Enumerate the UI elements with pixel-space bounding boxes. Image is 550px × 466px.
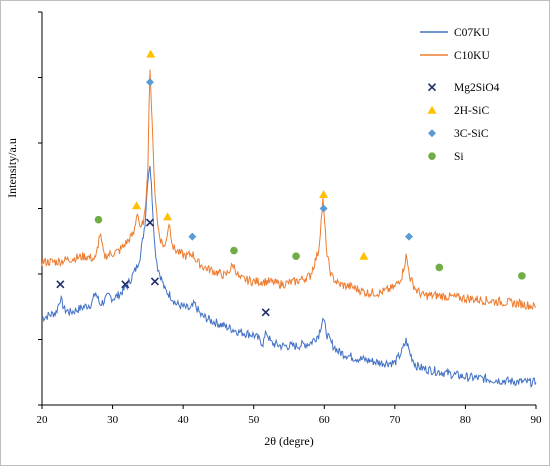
legend-swatch-mg2sio4 [427,83,437,92]
legend-label-si: Si [454,151,464,163]
series-line-c10ku [41,69,537,310]
y-axis-ticks [38,11,42,406]
marker-3c-sic [319,204,328,213]
x-tick-label: 90 [531,414,543,426]
legend-swatch-3c-sic [428,129,436,138]
marker-2h-sic [163,212,173,221]
marker-si [230,246,238,255]
marker-mg2sio4 [150,277,159,286]
marker-2h-sic [132,201,142,210]
marker-mg2sio4 [56,280,65,289]
marker-si [292,252,300,261]
x-tick-label: 20 [37,414,49,426]
marker-3c-sic [404,232,413,241]
marker-si [435,263,444,272]
legend-swatch-si [428,152,436,160]
y-axis-title: Intensity/a.u [5,138,19,198]
x-axis-ticks: 20 30 40 50 60 70 80 90 [37,405,543,426]
legend-label-c10ku: C10KU [454,50,490,62]
legend-label-c07ku: C07KU [454,27,490,39]
marker-mg2sio4 [261,308,270,317]
x-tick-label: 60 [319,414,331,426]
marker-si [518,272,526,280]
x-tick-label: 50 [248,414,260,426]
legend: C07KU C10KU Mg2SiO4 2H-SiC 3C-SiC Si [420,27,500,163]
marker-mg2sio4 [145,218,155,227]
legend-swatch-2h-sic [427,105,437,114]
x-axis-title: 2θ (degre) [264,434,313,448]
marker-3c-sic [188,232,197,241]
marker-layer [56,49,526,317]
marker-3c-sic [145,78,154,87]
marker-si [94,215,103,224]
series-layer [41,69,537,388]
x-tick-label: 30 [107,414,119,426]
marker-mg2sio4 [121,280,130,289]
legend-label-3c-sic: 3C-SiC [454,128,489,140]
legend-label-2h-sic: 2H-SiC [454,105,489,117]
x-tick-label: 80 [460,414,472,426]
marker-2h-sic [359,251,369,260]
x-tick-label: 70 [389,414,401,426]
marker-2h-sic [146,49,156,58]
x-tick-label: 40 [178,414,190,426]
series-line-c07ku [41,165,537,388]
marker-2h-sic [319,189,329,198]
legend-label-mg2sio4: Mg2SiO4 [454,82,500,94]
